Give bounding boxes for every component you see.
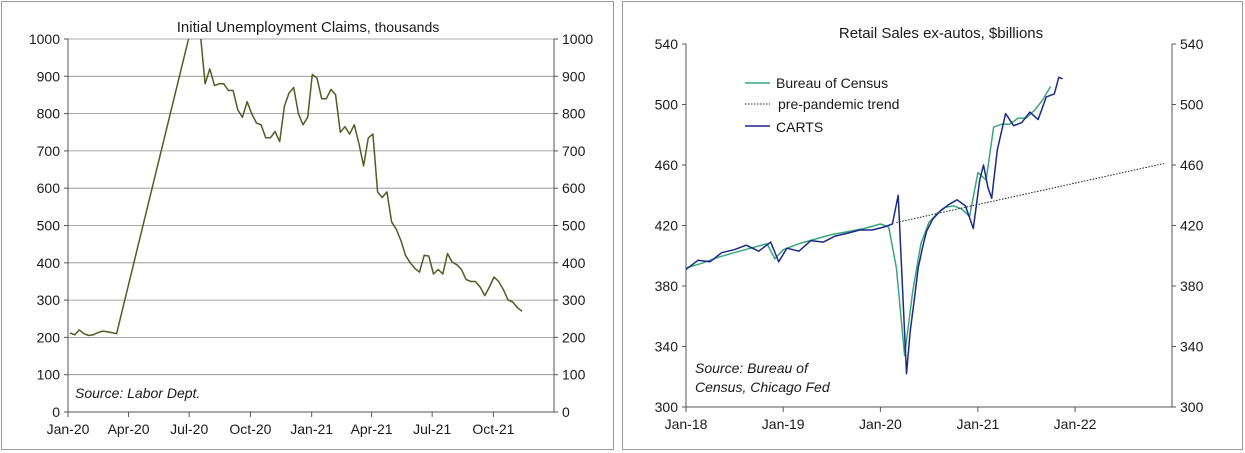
y-tick-label-right: 300	[1180, 399, 1204, 415]
y-tick-label-right: 500	[562, 218, 586, 234]
y-tick-label-right: 0	[562, 404, 570, 420]
y-tick-label-right: 200	[562, 329, 586, 345]
retail-source-note-line2: Census, Chicago Fed	[695, 379, 831, 395]
y-tick-label-left: 340	[655, 339, 679, 355]
y-tick-label-right: 400	[562, 255, 586, 271]
legend-label-carts: CARTS	[776, 119, 823, 135]
retail-chart-title: Retail Sales ex-autos, $billions	[839, 25, 1043, 42]
y-tick-label-right: 500	[1180, 97, 1204, 113]
legend-label-census: Bureau of Census	[776, 75, 888, 91]
y-tick-label-left: 800	[37, 106, 61, 122]
series-line-carts	[686, 76, 1063, 375]
y-tick-label-left: 600	[37, 180, 61, 196]
series-line-bureau-of-census	[686, 86, 1052, 357]
y-tick-label-left: 500	[37, 218, 61, 234]
series-group	[69, 39, 523, 337]
series-line-pre-pandemic-trend	[896, 163, 1165, 223]
y-tick-label-left: 900	[37, 68, 61, 84]
y-tick-label-right: 100	[562, 367, 586, 383]
retail-chart-panel: Retail Sales ex-autos, $billions Bureau …	[622, 1, 1243, 450]
x-tick-label: Oct-20	[229, 421, 271, 437]
retail-chart: Retail Sales ex-autos, $billions Bureau …	[655, 25, 1204, 432]
claims-source-note: Source: Labor Dept.	[75, 385, 200, 401]
claims-chart-title: Initial Unemployment Claims, thousands	[177, 19, 439, 36]
y-tick-label-left: 700	[37, 143, 61, 159]
series-line-claims	[69, 39, 523, 337]
x-tick-label: Apr-21	[351, 421, 393, 437]
y-tick-label-right: 700	[562, 143, 586, 159]
claims-chart-panel: Initial Unemployment Claims, thousands S…	[1, 1, 614, 450]
y-tick-label-right: 420	[1180, 218, 1204, 234]
y-tick-label-right: 900	[562, 68, 586, 84]
y-tick-label-left: 300	[37, 292, 61, 308]
retail-legend: Bureau of Census pre-pandemic trend CART…	[745, 75, 899, 135]
y-tick-label-right: 540	[1180, 36, 1204, 52]
y-tick-label-left: 400	[37, 255, 61, 271]
y-tick-label-right: 300	[562, 292, 586, 308]
y-tick-label-right: 600	[562, 180, 586, 196]
x-tick-label: Jan-21	[956, 416, 999, 432]
y-tick-label-left: 300	[655, 399, 679, 415]
x-tick-label: Jan-19	[762, 416, 805, 432]
x-tick-label: Apr-20	[108, 421, 150, 437]
legend-label-trend: pre-pandemic trend	[778, 96, 899, 112]
y-tick-label-left: 420	[655, 218, 679, 234]
y-tick-label-right: 800	[562, 106, 586, 122]
x-tick-label: Jan-20	[47, 421, 90, 437]
x-tick-label: Jan-18	[665, 416, 708, 432]
y-tick-label-left: 100	[37, 367, 61, 383]
y-tick-label-right: 460	[1180, 157, 1204, 173]
x-tick-label: Jul-20	[170, 421, 208, 437]
y-tick-label-right: 340	[1180, 339, 1204, 355]
y-tick-label-right: 380	[1180, 278, 1204, 294]
x-tick-label: Jan-20	[859, 416, 902, 432]
x-tick-label: Jul-21	[413, 421, 451, 437]
y-tick-label-right: 1000	[562, 31, 593, 47]
y-tick-label-left: 460	[655, 157, 679, 173]
y-tick-label-left: 200	[37, 329, 61, 345]
x-tick-label: Jan-21	[290, 421, 333, 437]
claims-chart: Initial Unemployment Claims, thousands S…	[29, 19, 594, 437]
y-tick-label-left: 500	[655, 97, 679, 113]
y-tick-label-left: 540	[655, 36, 679, 52]
retail-source-note-line1: Source: Bureau of	[695, 360, 810, 376]
x-tick-label: Oct-21	[472, 421, 514, 437]
y-tick-label-left: 0	[52, 404, 60, 420]
series-group	[686, 76, 1165, 375]
x-tick-label: Jan-22	[1054, 416, 1097, 432]
y-tick-label-left: 380	[655, 278, 679, 294]
y-tick-label-left: 1000	[29, 31, 60, 47]
